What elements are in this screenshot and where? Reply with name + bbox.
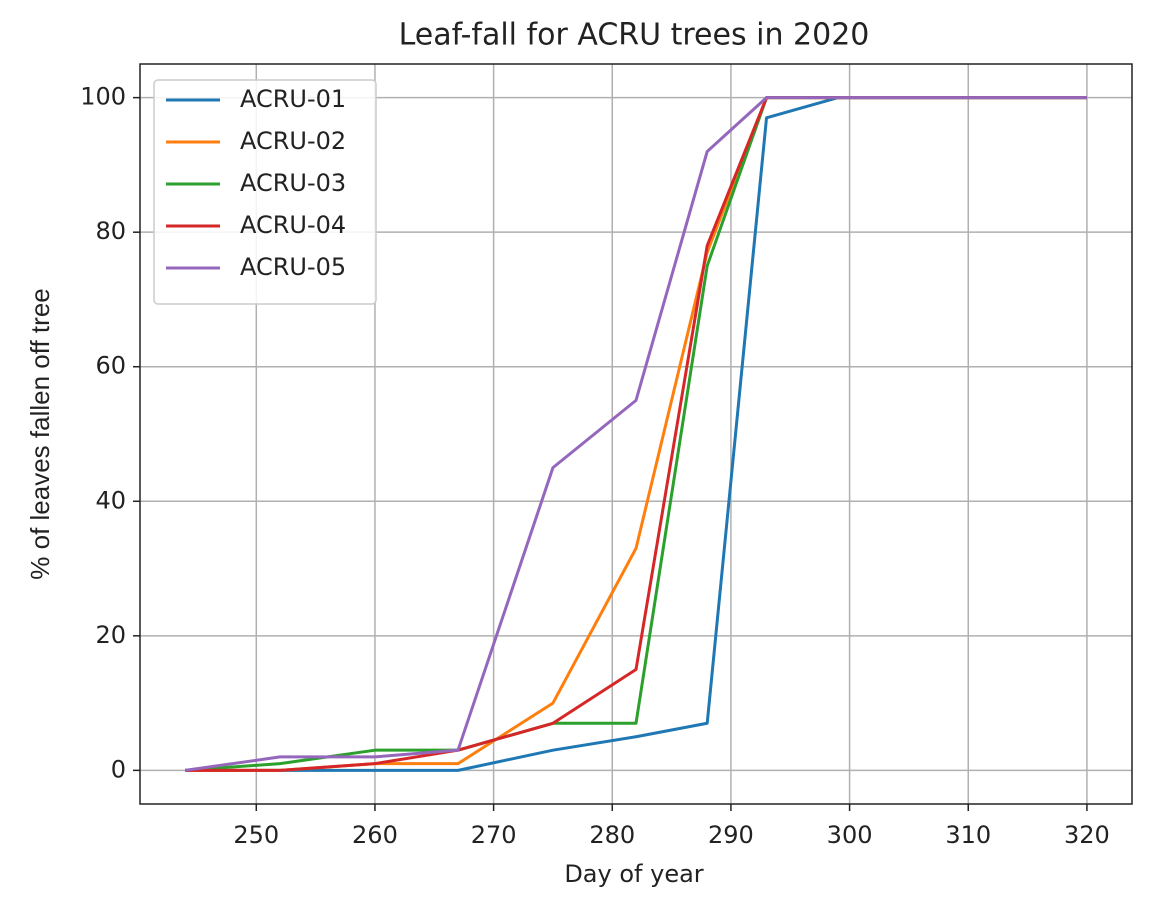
- legend-box: [153, 79, 377, 305]
- x-tick-label: 270: [471, 821, 517, 849]
- y-tick-label: 0: [111, 755, 126, 783]
- x-tick-label: 320: [1064, 821, 1110, 849]
- y-tick-label: 40: [95, 486, 126, 514]
- y-tick-label: 20: [95, 621, 126, 649]
- data-line: [184, 96, 1087, 772]
- y-tick-label: 100: [80, 83, 126, 111]
- x-tick-label: 280: [589, 821, 635, 849]
- y-axis-label: % of leaves fallen off tree: [25, 288, 55, 579]
- chart-title: Leaf-fall for ACRU trees in 2020: [399, 18, 870, 53]
- legend-label: ACRU-01: [240, 85, 346, 113]
- x-tick-label: 310: [945, 821, 991, 849]
- legend-label: ACRU-02: [240, 127, 346, 155]
- legend: ACRU-01 ACRU-02 ACRU-03 ACRU-04 ACRU-05: [153, 79, 377, 305]
- x-tick-label: 300: [827, 821, 873, 849]
- plot-frame: [139, 63, 1133, 805]
- y-tick-label: 60: [95, 352, 126, 380]
- x-tick-label: 260: [352, 821, 398, 849]
- x-axis-label: Day of year: [564, 860, 703, 888]
- legend-label: ACRU-04: [240, 211, 346, 239]
- x-tick-label: 290: [708, 821, 754, 849]
- legend-label: ACRU-03: [240, 169, 346, 197]
- legend-label: ACRU-05: [240, 253, 346, 281]
- y-tick-label: 80: [95, 217, 126, 245]
- x-tick-label: 250: [233, 821, 279, 849]
- data-line: [185, 96, 1087, 772]
